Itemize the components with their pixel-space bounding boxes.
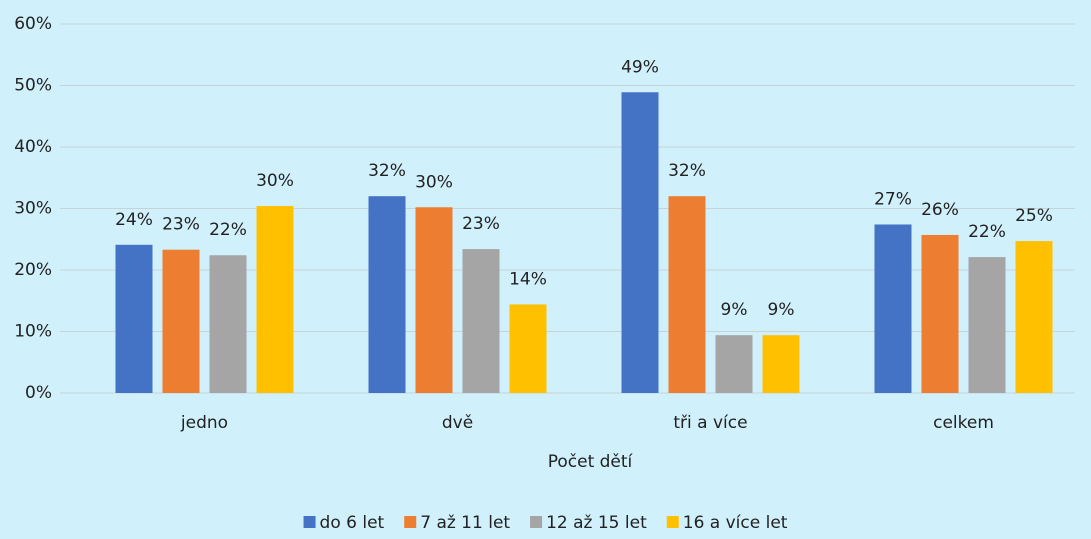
legend-label: 7 až 11 let [420, 513, 510, 533]
data-label: 27% [874, 189, 912, 209]
bar [368, 196, 406, 393]
x-tick-label: tři a více [673, 413, 747, 433]
bar [668, 196, 706, 393]
data-label: 22% [968, 222, 1006, 242]
data-label: 49% [621, 57, 659, 77]
data-label: 32% [668, 161, 706, 181]
data-label: 24% [115, 210, 153, 230]
y-tick-label: 60% [14, 14, 52, 34]
data-label: 23% [162, 215, 200, 235]
legend-swatch [404, 516, 417, 528]
bar [115, 244, 153, 393]
bar [921, 234, 959, 393]
y-tick-label: 50% [14, 76, 52, 96]
x-axis-title: Počet dětí [548, 452, 634, 472]
bar [762, 335, 800, 393]
data-label: 9% [768, 300, 795, 320]
bar [462, 249, 500, 393]
data-label: 23% [462, 214, 500, 234]
legend-label: do 6 let [320, 513, 385, 533]
legend-swatch [666, 516, 679, 528]
bar [968, 257, 1006, 393]
y-tick-label: 0% [25, 383, 52, 403]
data-label: 30% [256, 171, 294, 191]
bar [1015, 241, 1053, 393]
data-label: 26% [921, 200, 959, 220]
y-tick-label: 10% [14, 322, 52, 342]
y-tick-label: 30% [14, 199, 52, 219]
legend-swatch [303, 516, 316, 528]
legend-swatch [530, 516, 543, 528]
y-tick-label: 40% [14, 137, 52, 157]
bar [621, 92, 659, 393]
y-tick-label: 20% [14, 260, 52, 280]
legend-label: 16 a více let [683, 513, 788, 533]
x-tick-label: dvě [442, 413, 473, 433]
x-tick-label: jedno [180, 413, 228, 433]
bar [509, 304, 547, 393]
bar [162, 249, 200, 393]
data-label: 22% [209, 220, 247, 240]
data-label: 30% [415, 172, 453, 192]
data-label: 32% [368, 161, 406, 181]
bar [256, 206, 294, 393]
x-tick-label: celkem [933, 413, 994, 433]
data-label: 14% [509, 269, 547, 289]
data-label: 25% [1015, 206, 1053, 226]
legend-label: 12 až 15 let [546, 513, 647, 533]
bar [415, 207, 453, 393]
data-label: 9% [721, 300, 748, 320]
bar [874, 224, 912, 393]
bar [209, 255, 247, 393]
bar [715, 335, 753, 393]
